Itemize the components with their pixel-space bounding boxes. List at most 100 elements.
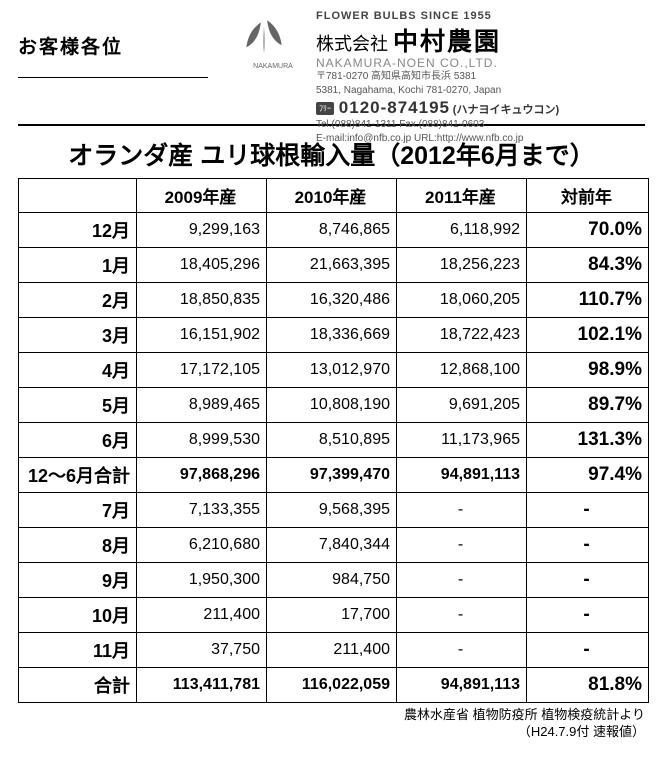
- cell-2011: -: [397, 633, 527, 668]
- cell-yoy: 110.7%: [527, 283, 649, 318]
- col-yoy: 対前年: [527, 179, 649, 213]
- table-header-row: 2009年産 2010年産 2011年産 対前年: [19, 179, 649, 213]
- table-row: 8月6,210,6807,840,344--: [19, 528, 649, 563]
- cell-2009: 18,850,835: [137, 283, 267, 318]
- cell-2009: 18,405,296: [137, 248, 267, 283]
- month: 1月: [19, 248, 137, 283]
- cell-2009: 37,750: [137, 633, 267, 668]
- cell-2011: 18,722,423: [397, 318, 527, 353]
- source-note: 農林水産省 植物防疫所 植物検疫統計より （H24.7.9付 速報値）: [18, 707, 645, 741]
- cell-yoy: -: [527, 493, 649, 528]
- company-main: 中村農園: [393, 28, 501, 56]
- cell-2011: 18,060,205: [397, 283, 527, 318]
- month: 11月: [19, 633, 137, 668]
- cell-2011: -: [397, 563, 527, 598]
- month: 合計: [19, 668, 137, 703]
- greeting-block: お客様各位: [18, 10, 208, 78]
- cell-2010: 18,336,669: [267, 318, 397, 353]
- tel-fax: Tel.(088)841-1311 Fax.(088)841-0603: [316, 119, 645, 132]
- toll-free-number: 0120-874195: [339, 98, 450, 117]
- col-2011: 2011年産: [397, 179, 527, 213]
- cell-2011: 9,691,205: [397, 388, 527, 423]
- address-jp: 〒781-0270 高知県高知市長浜 5381: [316, 71, 645, 84]
- cell-2009: 97,868,296: [137, 458, 267, 493]
- cell-2009: 6,210,680: [137, 528, 267, 563]
- month: 3月: [19, 318, 137, 353]
- cell-2010: 97,399,470: [267, 458, 397, 493]
- cell-2011: 11,173,965: [397, 423, 527, 458]
- cell-2010: 9,568,395: [267, 493, 397, 528]
- cell-2009: 113,411,781: [137, 668, 267, 703]
- company-prefix: 株式会社: [316, 34, 388, 54]
- cell-2010: 8,746,865: [267, 213, 397, 248]
- logo-label: NAKAMURA: [238, 63, 308, 70]
- cell-2011: -: [397, 598, 527, 633]
- month: 12月: [19, 213, 137, 248]
- cell-2010: 8,510,895: [267, 423, 397, 458]
- table-row: 12～6月合計97,868,29697,399,47094,891,11397.…: [19, 458, 649, 493]
- cell-yoy: -: [527, 528, 649, 563]
- col-2009: 2009年産: [137, 179, 267, 213]
- greeting-text: お客様各位: [18, 32, 208, 59]
- cell-2009: 211,400: [137, 598, 267, 633]
- cell-yoy: 89.7%: [527, 388, 649, 423]
- leaf-icon: [238, 16, 290, 62]
- cell-2009: 7,133,355: [137, 493, 267, 528]
- table-row: 3月16,151,90218,336,66918,722,423102.1%: [19, 318, 649, 353]
- cell-yoy: 131.3%: [527, 423, 649, 458]
- table-row: 12月9,299,1638,746,8656,118,99270.0%: [19, 213, 649, 248]
- month: 8月: [19, 528, 137, 563]
- source-line1: 農林水産省 植物防疫所 植物検疫統計より: [404, 707, 645, 722]
- cell-2010: 116,022,059: [267, 668, 397, 703]
- cell-2009: 8,989,465: [137, 388, 267, 423]
- cell-2009: 8,999,530: [137, 423, 267, 458]
- table-row: 6月8,999,5308,510,89511,173,965131.3%: [19, 423, 649, 458]
- table-row: 合計113,411,781116,022,05994,891,11381.8%: [19, 668, 649, 703]
- table-row: 11月37,750211,400--: [19, 633, 649, 668]
- toll-free-line: ﾌﾘｰ 0120-874195 (ハナヨイキュウコン): [316, 98, 645, 118]
- letterhead: お客様各位 NAKAMURA FLOWER BULBS SINCE 1955 株…: [18, 10, 645, 120]
- cell-2009: 9,299,163: [137, 213, 267, 248]
- table-row: 1月18,405,29621,663,39518,256,22384.3%: [19, 248, 649, 283]
- cell-2010: 7,840,344: [267, 528, 397, 563]
- table-row: 7月7,133,3559,568,395--: [19, 493, 649, 528]
- company-name-en: NAKAMURA-NOEN CO.,LTD.: [316, 56, 645, 70]
- toll-free-kana: (ハナヨイキュウコン): [453, 104, 559, 116]
- cell-yoy: 81.8%: [527, 668, 649, 703]
- cell-2011: 18,256,223: [397, 248, 527, 283]
- col-2010: 2010年産: [267, 179, 397, 213]
- cell-yoy: 84.3%: [527, 248, 649, 283]
- address-en: 5381, Nagahama, Kochi 781-0270, Japan: [316, 85, 645, 98]
- cell-yoy: 97.4%: [527, 458, 649, 493]
- month: 10月: [19, 598, 137, 633]
- month: 12～6月合計: [19, 458, 137, 493]
- cell-2010: 984,750: [267, 563, 397, 598]
- table-row: 10月211,40017,700--: [19, 598, 649, 633]
- free-dial-badge: ﾌﾘｰ: [316, 102, 334, 115]
- table-row: 2月18,850,83516,320,48618,060,205110.7%: [19, 283, 649, 318]
- import-table: 2009年産 2010年産 2011年産 対前年 12月9,299,1638,7…: [18, 178, 649, 703]
- cell-2010: 10,808,190: [267, 388, 397, 423]
- source-line2: （H24.7.9付 速報値）: [518, 724, 645, 739]
- table-row: 5月8,989,46510,808,1909,691,20589.7%: [19, 388, 649, 423]
- cell-2010: 13,012,970: [267, 353, 397, 388]
- cell-2009: 17,172,105: [137, 353, 267, 388]
- month: 4月: [19, 353, 137, 388]
- cell-yoy: 70.0%: [527, 213, 649, 248]
- month: 7月: [19, 493, 137, 528]
- cell-yoy: -: [527, 598, 649, 633]
- company-since: FLOWER BULBS SINCE 1955: [316, 10, 645, 22]
- cell-2011: 94,891,113: [397, 458, 527, 493]
- cell-2011: 6,118,992: [397, 213, 527, 248]
- col-month: [19, 179, 137, 213]
- cell-yoy: -: [527, 633, 649, 668]
- cell-yoy: -: [527, 563, 649, 598]
- page-title: オランダ産 ユリ球根輸入量（2012年6月まで）: [18, 136, 645, 172]
- cell-2011: 12,868,100: [397, 353, 527, 388]
- month: 5月: [19, 388, 137, 423]
- cell-2011: -: [397, 528, 527, 563]
- cell-2011: 94,891,113: [397, 668, 527, 703]
- cell-2010: 17,700: [267, 598, 397, 633]
- cell-yoy: 98.9%: [527, 353, 649, 388]
- cell-2010: 16,320,486: [267, 283, 397, 318]
